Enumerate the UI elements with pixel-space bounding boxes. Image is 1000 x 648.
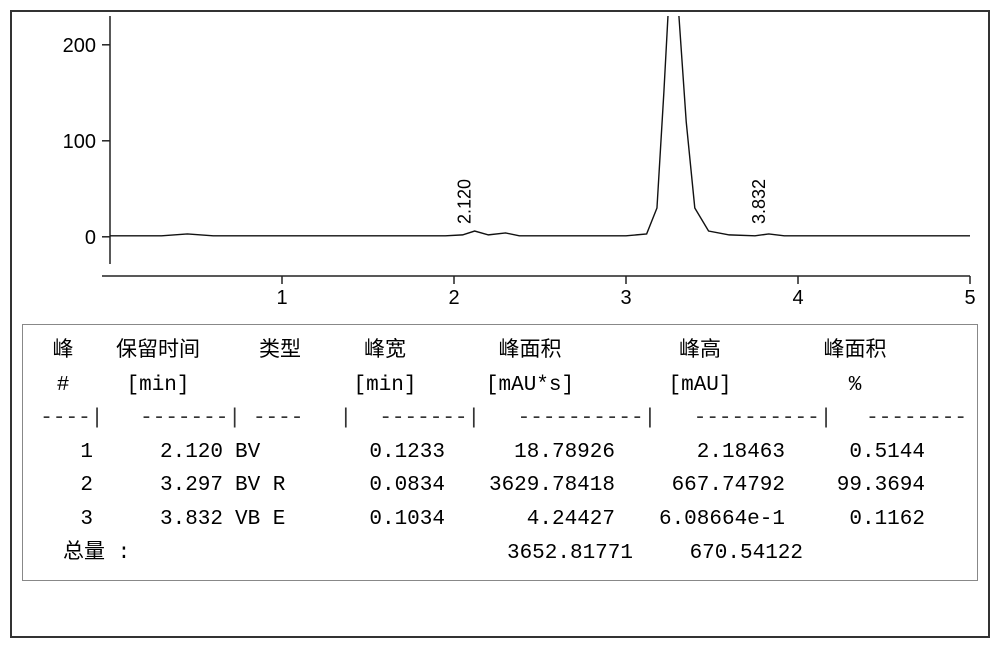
- cell-num: 1: [33, 436, 93, 470]
- cell-num: 2: [33, 469, 93, 503]
- svg-text:3: 3: [620, 287, 631, 309]
- cell-height: 667.74792: [615, 469, 785, 503]
- svg-text:2: 2: [448, 287, 459, 309]
- cell-pct: 99.3694: [785, 469, 925, 503]
- cell-rt: 2.120: [93, 436, 223, 470]
- cell-num: 3: [33, 503, 93, 537]
- table-total-row: 总量 : 3652.81771 670.54122: [33, 537, 967, 571]
- cell-type: BV R: [223, 469, 325, 503]
- svg-text:200: 200: [63, 35, 96, 57]
- unit-width: [min]: [325, 369, 445, 403]
- total-height: 670.54122: [633, 537, 803, 571]
- table-row: 23.297BV R0.08343629.78418667.7479299.36…: [33, 469, 967, 503]
- table-row: 12.120BV0.123318.789262.184630.5144: [33, 436, 967, 470]
- table-header-row: 峰 保留时间 类型 峰宽 峰面积 峰高 峰面积: [33, 335, 967, 369]
- unit-type: [223, 369, 325, 403]
- header-num: 峰: [33, 335, 93, 369]
- cell-height: 2.18463: [615, 436, 785, 470]
- header-area: 峰面积: [445, 335, 615, 369]
- svg-text:5: 5: [964, 287, 975, 309]
- cell-height: 6.08664e-1: [615, 503, 785, 537]
- cell-width: 0.0834: [325, 469, 445, 503]
- header-type: 类型: [223, 335, 325, 369]
- table-units-row: # [min] [min] [mAU*s] [mAU] %: [33, 369, 967, 403]
- unit-height: [mAU]: [615, 369, 785, 403]
- table-row: 33.832VB E0.10344.244276.08664e-10.1162: [33, 503, 967, 537]
- unit-area: [mAU*s]: [445, 369, 615, 403]
- cell-area: 4.24427: [445, 503, 615, 537]
- svg-text:2.120: 2.120: [455, 179, 475, 224]
- unit-pct: %: [785, 369, 925, 403]
- table-separator: ----|-------|----|-------|----------|---…: [33, 402, 967, 436]
- svg-text:0: 0: [85, 227, 96, 249]
- cell-width: 0.1034: [325, 503, 445, 537]
- peak-table: 峰 保留时间 类型 峰宽 峰面积 峰高 峰面积 # [min] [min] [m…: [22, 324, 978, 581]
- cell-rt: 3.297: [93, 469, 223, 503]
- header-height: 峰高: [615, 335, 785, 369]
- cell-area: 3629.78418: [445, 469, 615, 503]
- header-pct: 峰面积: [785, 335, 925, 369]
- cell-type: BV: [223, 436, 325, 470]
- chromatogram-chart: 0 100 200 1 2 3 4 5 2.120 3.832: [20, 16, 980, 316]
- unit-num: #: [33, 369, 93, 403]
- report-frame: 0100200123452.1203.832 峰 保留时间 类型 峰宽 峰面积 …: [10, 10, 990, 638]
- header-width: 峰宽: [325, 335, 445, 369]
- svg-text:4: 4: [792, 287, 803, 309]
- cell-width: 0.1233: [325, 436, 445, 470]
- cell-area: 18.78926: [445, 436, 615, 470]
- svg-text:3.832: 3.832: [749, 179, 769, 224]
- svg-text:100: 100: [63, 131, 96, 153]
- cell-pct: 0.5144: [785, 436, 925, 470]
- chart-svg: 0 100 200 1 2 3 4 5 2.120 3.832: [20, 16, 980, 316]
- cell-type: VB E: [223, 503, 325, 537]
- total-area: 3652.81771: [463, 537, 633, 571]
- total-label: 总量 :: [33, 537, 463, 571]
- unit-rt: [min]: [93, 369, 223, 403]
- cell-pct: 0.1162: [785, 503, 925, 537]
- svg-text:1: 1: [276, 287, 287, 309]
- cell-rt: 3.832: [93, 503, 223, 537]
- header-rt: 保留时间: [93, 335, 223, 369]
